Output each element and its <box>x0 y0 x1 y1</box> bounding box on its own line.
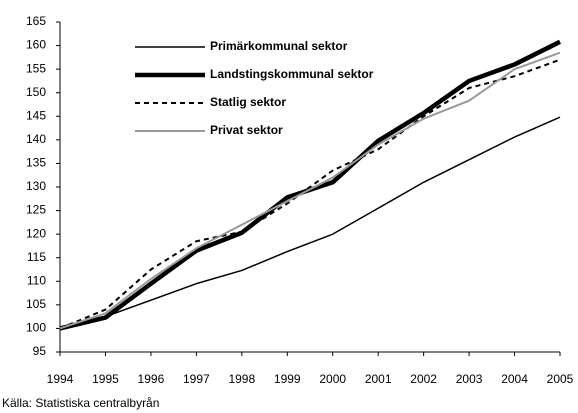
y-tick-label: 95 <box>33 344 47 358</box>
y-tick-label: 130 <box>26 179 46 193</box>
y-tick-label: 160 <box>26 38 46 52</box>
source-note: Källa: Statistiska centralbyrån <box>2 396 159 410</box>
x-tick-label: 2001 <box>365 372 392 386</box>
x-tick-label: 1997 <box>183 372 210 386</box>
y-tick-label: 120 <box>26 226 46 240</box>
series-line <box>59 51 561 330</box>
x-tick-label: 2002 <box>410 372 437 386</box>
y-tick-label: 165 <box>26 14 46 28</box>
y-tick-label: 100 <box>26 321 46 335</box>
series-line <box>59 58 561 330</box>
y-tick-label: 140 <box>26 132 46 146</box>
legend-label: Landstingskommunal sektor <box>210 67 374 81</box>
x-tick-label: 2005 <box>547 372 574 386</box>
x-tick-label: 1998 <box>228 372 255 386</box>
x-tick-label: 1994 <box>47 372 74 386</box>
x-tick-label: 2004 <box>501 372 528 386</box>
x-tick-label: 2000 <box>319 372 346 386</box>
series-line <box>59 116 561 330</box>
legend-label: Privat sektor <box>210 123 283 137</box>
x-tick-label: 2003 <box>456 372 483 386</box>
legend-label: Statlig sektor <box>210 95 286 109</box>
y-tick-label: 110 <box>27 273 46 287</box>
y-tick-label: 105 <box>26 297 46 311</box>
legend-label: Primärkommunal sektor <box>210 39 348 53</box>
y-tick-label: 125 <box>26 203 46 217</box>
y-tick-label: 155 <box>26 61 46 75</box>
x-tick-label: 1995 <box>92 372 119 386</box>
y-tick-label: 135 <box>26 156 46 170</box>
y-tick-label: 150 <box>26 85 46 99</box>
x-tick-label: 1996 <box>138 372 165 386</box>
y-tick-label: 145 <box>26 108 46 122</box>
y-tick-label: 115 <box>27 250 46 264</box>
x-tick-label: 1999 <box>274 372 301 386</box>
